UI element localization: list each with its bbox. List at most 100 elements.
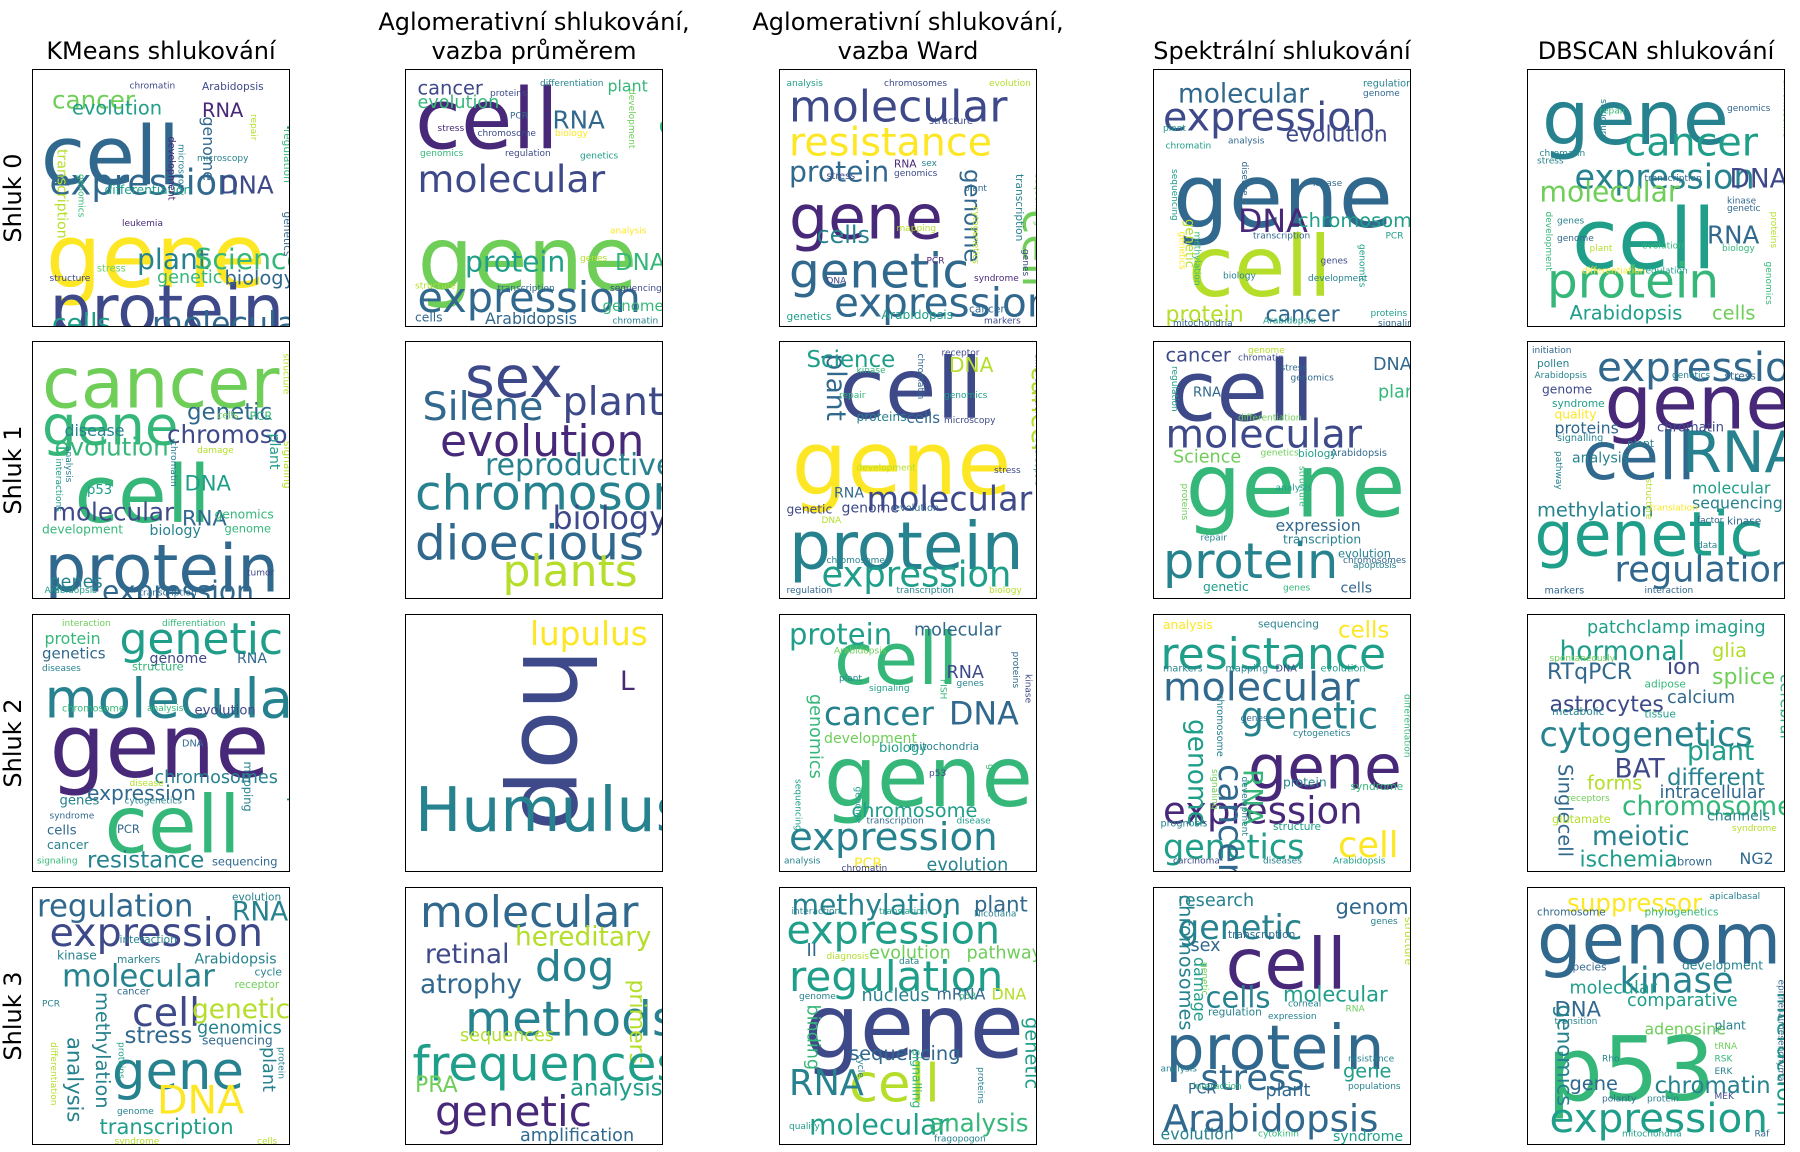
word: gene [1248,731,1402,803]
word: genetics [1672,371,1710,381]
word: transcription [1645,174,1702,184]
word: expression [1597,343,1785,391]
word: genes [1371,917,1398,927]
word: kinase [57,948,97,962]
word: calcium [1667,688,1735,708]
word: expression [1276,516,1361,535]
word: plant [1590,244,1613,254]
word: RNA [202,99,244,122]
word: genome [150,651,208,667]
word: RNA [182,505,227,530]
word: diagnosis [827,952,870,962]
column-title: Spektrální shlukování [1153,37,1411,65]
word: Silene [423,384,544,430]
word: cells [907,409,941,427]
word: RNA [232,897,288,928]
word: methylation [1537,498,1654,521]
word: chromatin [842,864,888,872]
word: different [1667,765,1764,791]
word: gene [824,728,1033,826]
word: resistance [789,120,992,166]
word: receptors [1567,794,1610,804]
word: stress [1537,157,1564,167]
wordcloud-panel: cell protein genetic stress Arabidopsis genom… [1153,887,1411,1145]
word: genetic [985,764,995,798]
word: DNA [182,739,204,750]
word: chromatin [168,441,178,487]
word: plant [1163,124,1186,134]
word: cell [1188,218,1332,316]
word: cytogenetics [125,797,183,807]
word: protein [1166,303,1244,327]
word: genome [1182,719,1213,827]
word: Arabidopsis [485,309,577,327]
word: translation [879,907,927,917]
word: cell [105,778,241,871]
word: genetic [789,244,969,300]
column-title: DBSCAN shlukování [1537,37,1775,65]
word: sequencing [610,284,662,294]
word: expression [50,910,264,956]
word: structure [415,282,456,292]
word: astrocytes [1550,693,1664,718]
wordcloud-canvas: cytogenetics hormonal astrocytes chromosome… [1540,618,1785,871]
word: RNA [834,485,864,501]
word: cycle [855,1055,865,1079]
word: interactions [53,459,63,513]
word: genomics [1552,1005,1577,1107]
word: disease [1239,162,1249,197]
word: glutamate [1552,812,1611,826]
word: comparative [1627,991,1738,1011]
word: chromosome [852,799,978,822]
word: cancer [52,86,136,115]
word: ERK [1715,1067,1734,1077]
word: damage [197,446,234,456]
word: cells [47,824,77,839]
word: stress [1281,364,1308,374]
word: syndrome [1351,781,1404,793]
word: patchclamp [1587,618,1690,638]
word: syndrome [1333,1129,1403,1145]
word: chromatin [1238,354,1284,364]
word: cell [834,618,958,702]
word: expression [1163,790,1363,833]
word: evolution [72,96,162,119]
word: amplification [520,1126,634,1145]
word: chromatin [1657,421,1724,436]
word: differentiation [540,79,603,89]
word: analysis [787,79,824,89]
word: protein [1166,1012,1385,1084]
word: genome [603,297,664,315]
word: pathway [967,944,1038,964]
wordcloud-panel: molecular resistance protein gene genetic exp… [779,69,1037,327]
word: transcription [1228,929,1295,941]
word: chromosomes [1343,556,1406,566]
word: DNA [615,250,663,276]
word: genetic [1181,219,1196,268]
word: genetics [787,311,832,323]
word: regulation [505,149,551,159]
wordcloud-panel: cell gene protein molecular plant Science canc… [779,341,1037,599]
word: regulation [37,889,193,925]
word: molecular [418,157,606,201]
word: structure [1402,917,1411,965]
word: protein [1647,1095,1679,1105]
word: analysis [1572,450,1629,466]
word: proteins [490,89,527,99]
word: suppressor [1567,889,1703,918]
word: interaction [1772,992,1785,1116]
word: development [1308,274,1368,284]
word: development [1682,958,1763,972]
word: stress [827,171,856,182]
word: populations [1348,1082,1401,1092]
word: plant [266,434,282,470]
word: FISH [937,679,947,699]
word: Arabidopsis [286,729,290,831]
word: cancer [824,695,934,733]
word: molecular [809,1109,949,1142]
word: DNA [1373,355,1411,375]
word: reproductive [485,448,663,483]
word: sequencing [1169,169,1179,221]
word: chromatin [1540,149,1586,159]
word: cytogenetics [970,207,980,265]
